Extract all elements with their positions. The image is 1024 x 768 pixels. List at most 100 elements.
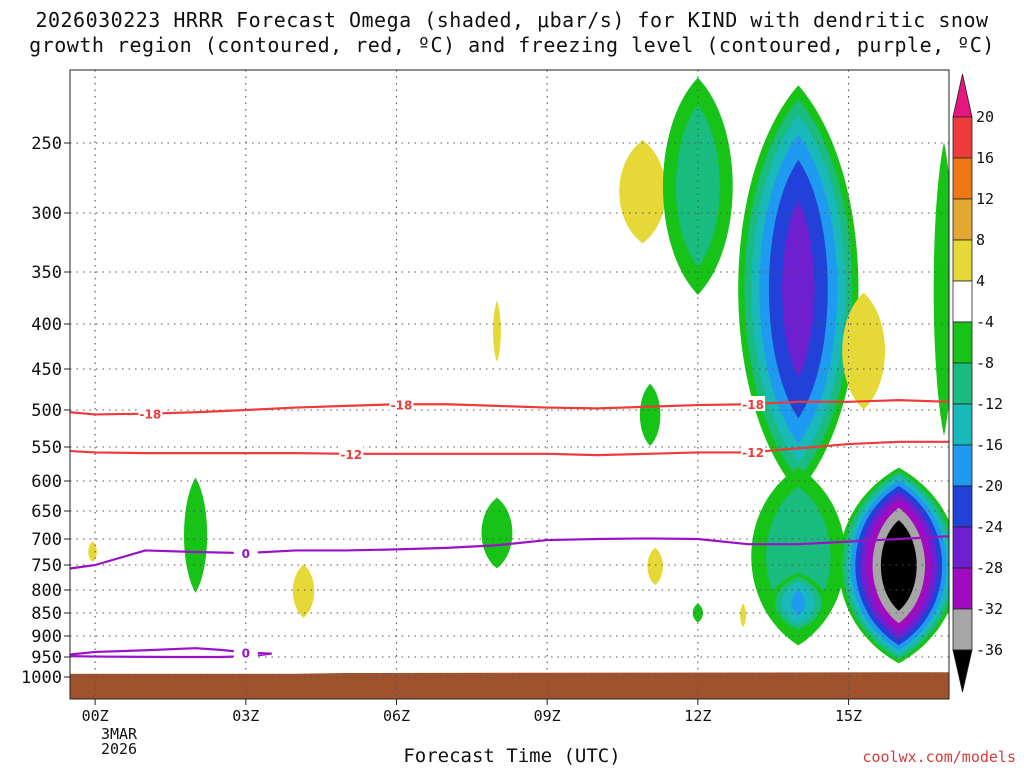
omega-shade-band [782, 200, 815, 378]
omega-feature [183, 477, 208, 593]
y-tick-label: 550 [31, 438, 62, 458]
omega-shade-band [493, 300, 501, 363]
colorbar-segment [952, 362, 973, 405]
plot-frame [69, 69, 950, 700]
x-tick-label: 03Z [232, 707, 259, 725]
x-tick-label: 15Z [835, 707, 862, 725]
y-tick-label: 350 [31, 263, 62, 283]
freezing-level-contour-label: 0 [242, 646, 250, 660]
y-tick-label: 900 [31, 627, 62, 647]
omega-feature [838, 467, 949, 664]
chart-title-line-1: 2026030223 HRRR Forecast Omega (shaded, … [35, 8, 989, 32]
colorbar-level-label: 20 [976, 108, 994, 126]
y-tick-label: 750 [31, 556, 62, 576]
terrain-fill [70, 672, 949, 699]
freezing-level-contour-label: 0 [242, 547, 250, 561]
dgz-contour-label: -18 [742, 398, 764, 412]
dgz-contour-line [70, 440, 949, 457]
colorbar-segment [952, 485, 973, 528]
colorbar-segment [952, 567, 973, 610]
colorbar-level-label: 16 [976, 149, 994, 167]
freezing-level-contour-line [70, 647, 273, 659]
y-tick-label: 500 [31, 401, 62, 421]
omega-feature [639, 383, 661, 446]
y-tick-label: 250 [31, 134, 62, 154]
dgz-contour-label-bg [339, 445, 364, 461]
y-tick-label: 450 [31, 360, 62, 380]
colorbar-level-label: -20 [976, 477, 1003, 495]
colorbar-segment [952, 280, 973, 323]
omega-shade-band [740, 603, 746, 628]
omega-feature [292, 564, 315, 618]
omega-feature [662, 77, 733, 295]
y-tick-label: 1000 [21, 668, 62, 688]
omega-feature [692, 603, 704, 623]
omega-shade-band [619, 140, 666, 244]
contours: -18 -18 -18 -12 -12 0 0 [70, 396, 949, 660]
omega-feature [933, 141, 949, 437]
credit-link[interactable]: coolwx.com/models [862, 748, 1016, 766]
dgz-contour-label: -12 [340, 448, 362, 462]
omega-shade-band [292, 564, 315, 618]
colorbar-bottom-triangle [952, 649, 973, 693]
colorbar-segment [952, 444, 973, 487]
colorbar-level-label: -12 [976, 395, 1003, 413]
colorbar-level-label: -32 [976, 600, 1003, 618]
y-tick-label: 300 [31, 204, 62, 224]
dgz-contour-label: -12 [742, 446, 764, 460]
omega-feature [493, 300, 501, 363]
omega-shade-band [933, 141, 949, 437]
x-axis: 3MAR 2026 00Z 03Z 06Z 09Z 12Z 15Z [82, 699, 862, 758]
colorbar-level-label: -36 [976, 641, 1003, 659]
y-tick-label: 800 [31, 581, 62, 601]
colorbar-level-label: 4 [976, 272, 985, 290]
x-tick-label: 09Z [534, 707, 561, 725]
x-date-label-month: 3MAR [101, 725, 138, 743]
x-tick-label: 06Z [383, 707, 410, 725]
omega-shade-band [675, 105, 720, 268]
omega-feature [647, 547, 663, 586]
omega-feature [481, 497, 513, 569]
dgz-contour-label-bg [138, 405, 163, 421]
omega-shade-band [481, 497, 513, 569]
omega-shade-band [692, 603, 704, 623]
omega-feature [738, 85, 859, 493]
colorbar-level-label: 8 [976, 231, 985, 249]
colorbar-level-label: -8 [976, 354, 994, 372]
y-tick-label: 650 [31, 502, 62, 522]
omega-shade-band [639, 383, 661, 446]
colorbar-segment [952, 403, 973, 446]
colorbar: 20 16 12 8 4 -4 -8 -12 -16 -20 -24 -28 -32 -36 [952, 73, 1003, 693]
colorbar-level-label: -24 [976, 518, 1003, 536]
omega-feature [740, 603, 746, 628]
colorbar-segment [952, 321, 973, 364]
freezing-level-contour-label-bg [233, 644, 258, 660]
omega-feature [769, 572, 827, 634]
grid-lines [70, 70, 949, 699]
colorbar-level-label: -16 [976, 436, 1003, 454]
colorbar-level-label: 12 [976, 190, 994, 208]
freezing-level-contour-line [70, 535, 949, 570]
omega-shade-band [791, 590, 806, 616]
y-tick-label: 700 [31, 530, 62, 550]
freezing-level-contour-label-bg [233, 545, 258, 561]
omega-shade-band [183, 477, 208, 593]
y-tick-label: 850 [31, 604, 62, 624]
dgz-contour-label: -18 [140, 408, 162, 422]
dgz-contour-label: -18 [391, 398, 413, 412]
colorbar-level-label: -28 [976, 559, 1003, 577]
colorbar-segment [952, 608, 973, 651]
colorbar-segment [952, 526, 973, 569]
colorbar-top-triangle [952, 73, 973, 118]
x-date-label-year: 2026 [101, 740, 137, 758]
y-tick-label: 600 [31, 472, 62, 492]
dgz-contour-label-bg [389, 396, 414, 412]
dgz-contour-label-bg [741, 396, 766, 412]
colorbar-segment [952, 198, 973, 241]
omega-shade-band [88, 541, 97, 563]
dgz-contour-label-bg [741, 444, 766, 460]
colorbar-segment [952, 157, 973, 200]
omega-feature [619, 140, 666, 244]
y-axis: 250 300 350 400 450 500 550 600 650 700 750 800 850 9… [21, 134, 70, 688]
